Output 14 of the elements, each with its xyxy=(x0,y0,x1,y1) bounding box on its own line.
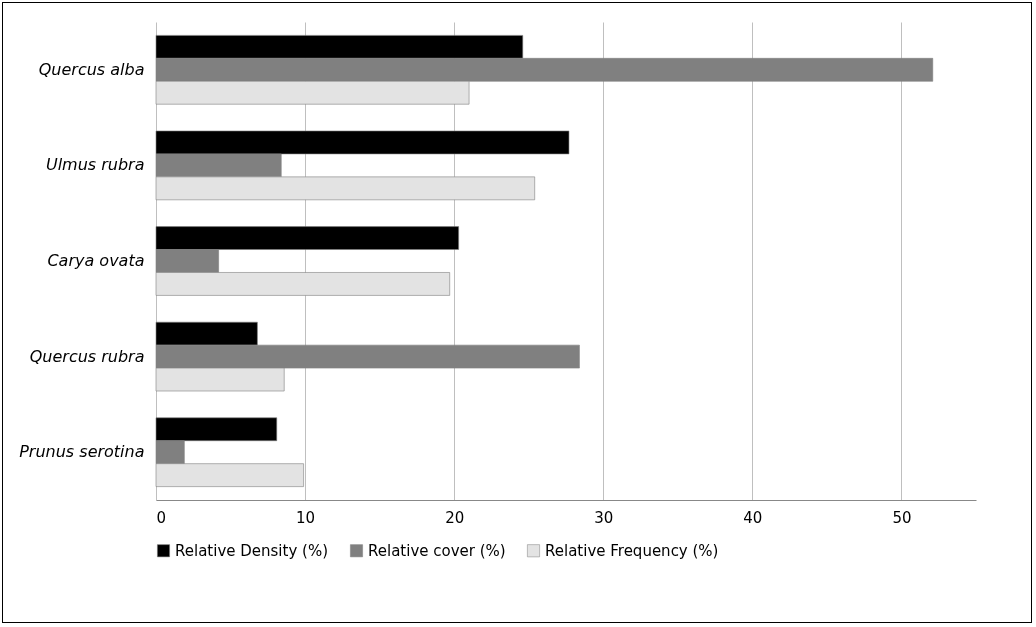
y-tick-label: Prunus serotina xyxy=(19,442,145,462)
legend-label: Relative cover (%) xyxy=(368,541,506,560)
x-tick-label: 0 xyxy=(156,508,167,527)
y-tick-label: Carya ovata xyxy=(47,251,145,270)
y-tick-label: Quercus rubra xyxy=(29,346,145,366)
x-tick-label: 50 xyxy=(892,508,912,527)
x-tick-label: 40 xyxy=(743,508,763,527)
legend-label: Relative Density (%) xyxy=(175,541,329,560)
x-tick-label: 30 xyxy=(594,508,614,527)
x-tick-label: 20 xyxy=(445,508,465,527)
y-tick-label: Ulmus rubra xyxy=(45,155,145,175)
x-tick-label: 10 xyxy=(296,508,316,527)
legend-label: Relative Frequency (%) xyxy=(545,541,719,560)
y-tick-label: Quercus alba xyxy=(38,59,145,79)
